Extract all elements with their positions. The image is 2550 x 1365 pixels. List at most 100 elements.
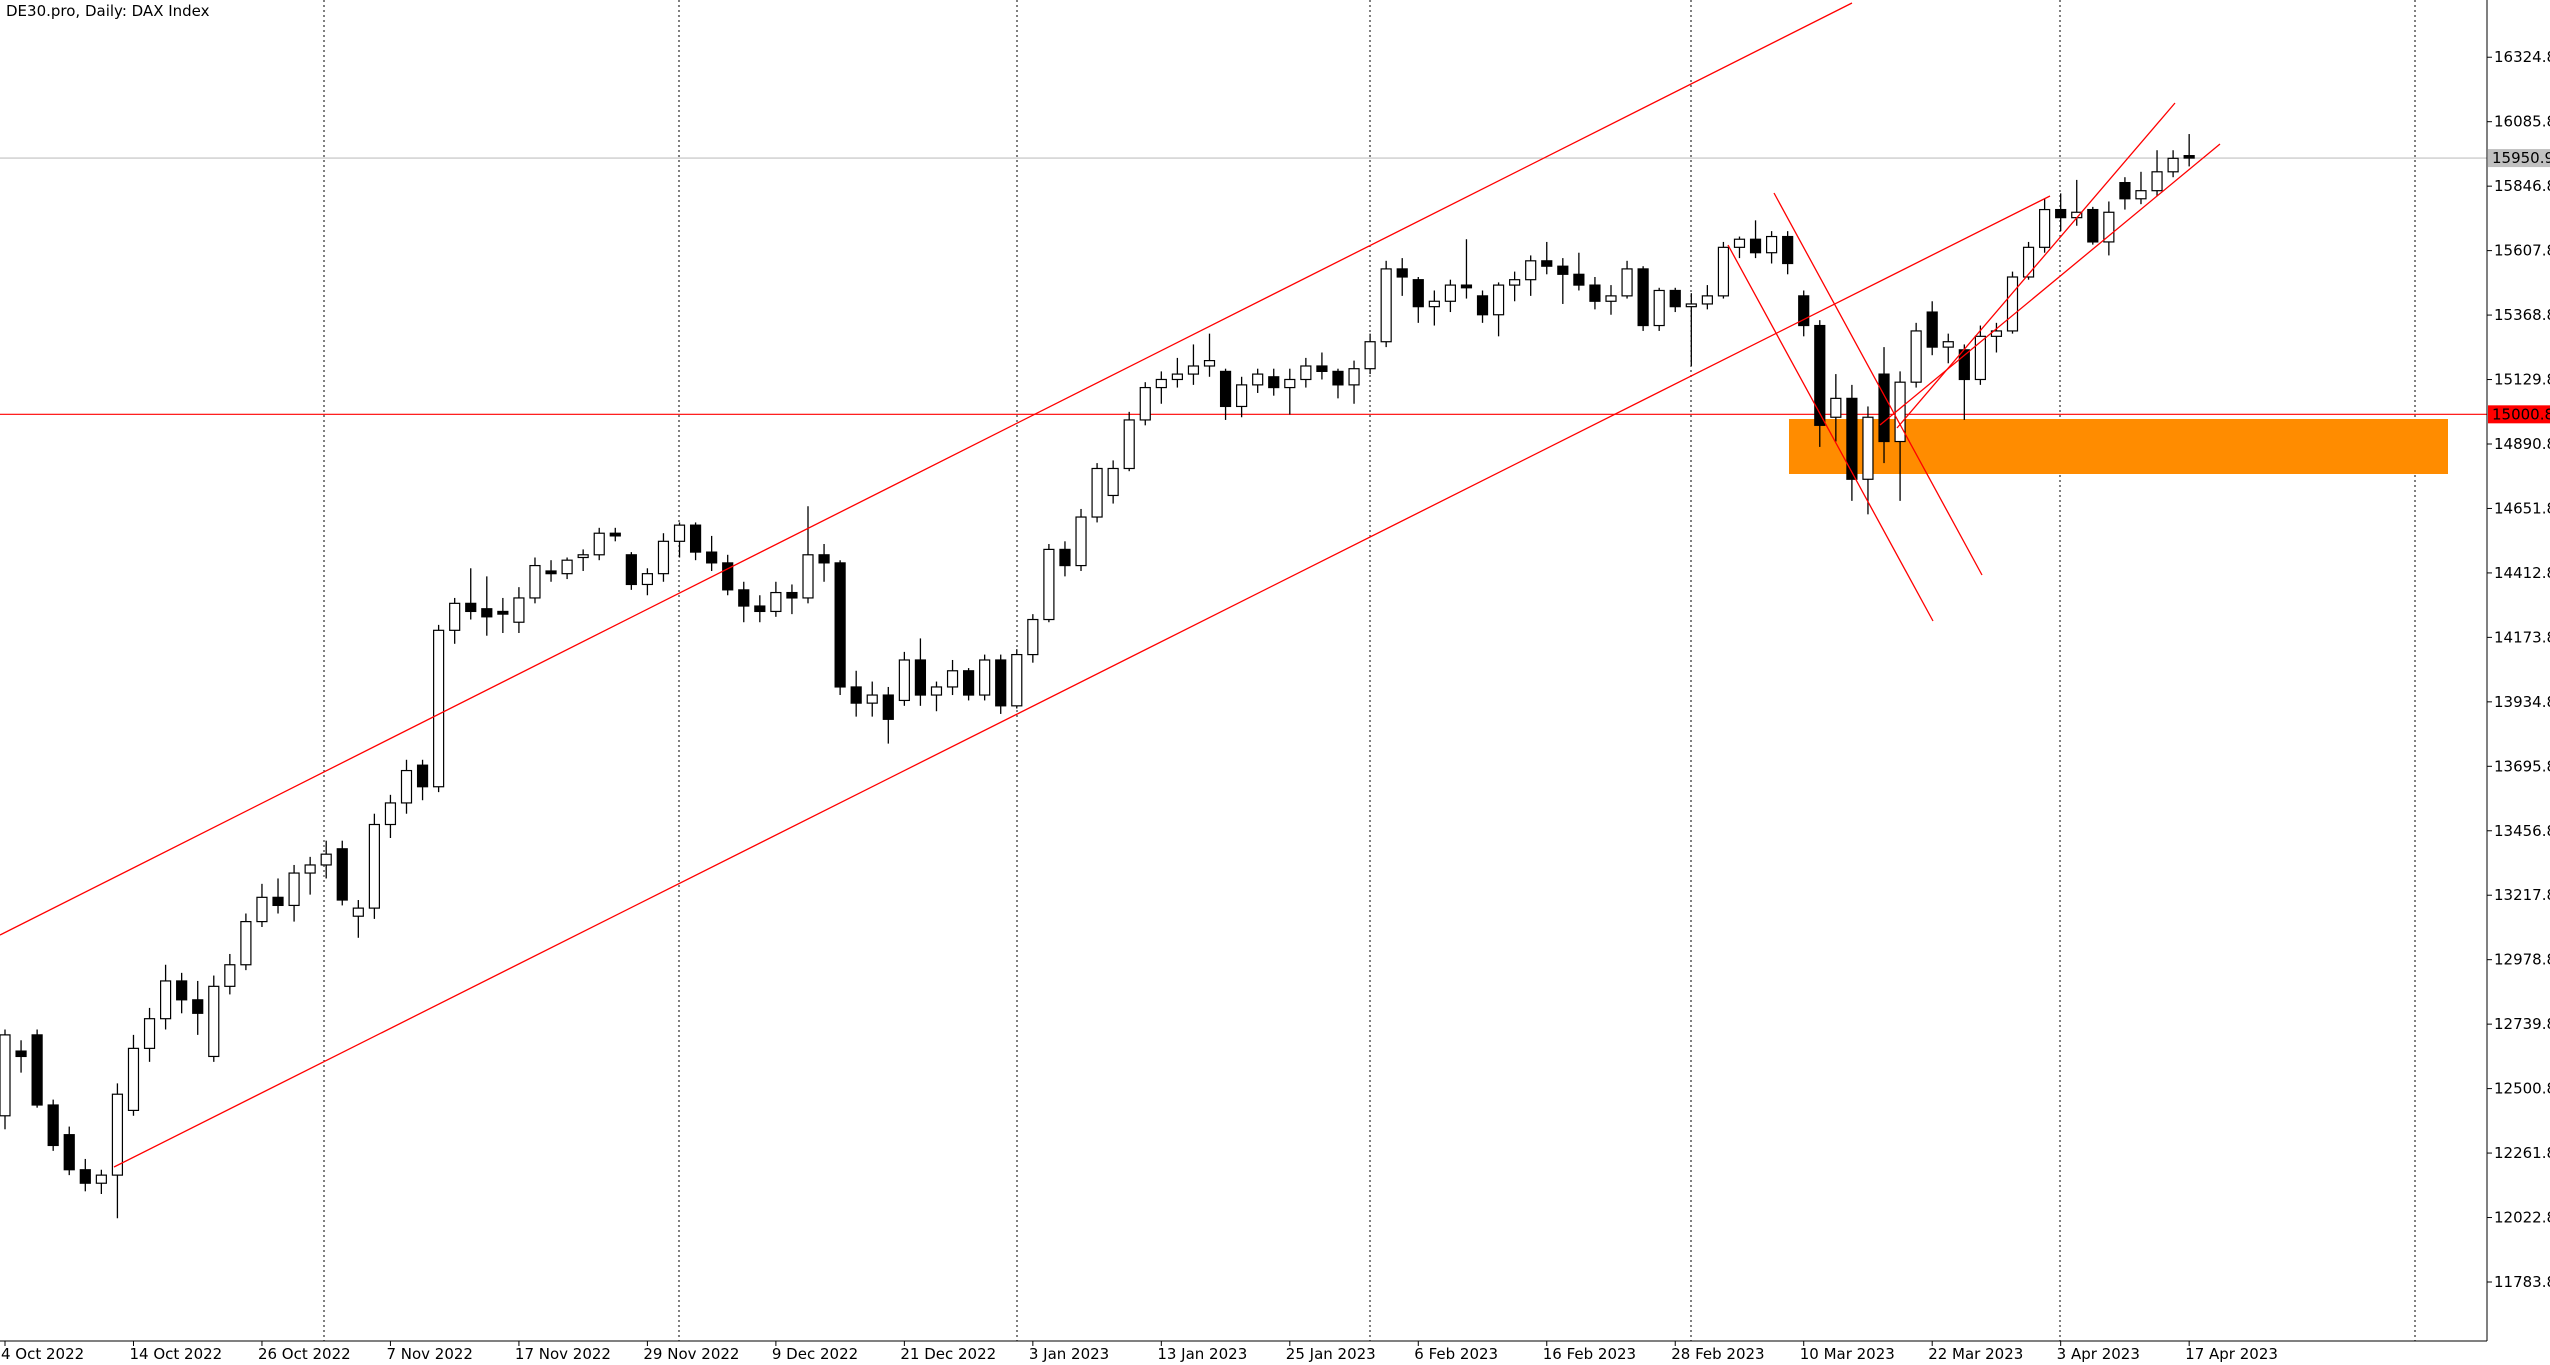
candle-body: [336, 848, 348, 901]
candle-body: [1203, 360, 1216, 367]
candle-body: [224, 964, 236, 987]
candle-body: [1717, 246, 1730, 297]
candle-body: [1236, 384, 1248, 408]
candle-body: [2183, 155, 2195, 159]
trendline: [0, 2, 1853, 936]
candle-body: [160, 980, 172, 1020]
candle-body: [625, 554, 637, 586]
candle-body: [1268, 376, 1280, 389]
price-label-bg: [2488, 149, 2550, 168]
candle-body: [2055, 208, 2067, 219]
candle-body: [0, 1034, 11, 1117]
candle-body: [1492, 284, 1505, 316]
candle-body: [320, 853, 332, 866]
candle-body: [1701, 295, 1713, 305]
candle-body: [31, 1034, 43, 1106]
candle-body: [1396, 268, 1408, 278]
candle-body: [1171, 373, 1183, 381]
candle-body: [1589, 284, 1601, 302]
candle-body: [1782, 235, 1794, 265]
x-tick-label: 3 Jan 2023: [1029, 1345, 1109, 1363]
candle-body: [1878, 373, 1890, 443]
candle-body: [111, 1093, 124, 1176]
candle-body: [256, 896, 268, 923]
x-tick-label: 28 Feb 2023: [1671, 1345, 1764, 1363]
candle-body: [1460, 284, 1473, 289]
candle-body: [1316, 365, 1328, 372]
candle-body: [2167, 157, 2179, 173]
x-tick-label: 25 Jan 2023: [1286, 1345, 1376, 1363]
candle-body: [802, 554, 814, 599]
x-tick-label: 17 Nov 2022: [515, 1345, 611, 1363]
candle-body: [1685, 303, 1697, 308]
candle-body: [2151, 171, 2163, 192]
candle-body: [1091, 467, 1103, 518]
candle-body: [834, 562, 846, 688]
x-tick-label: 4 Oct 2022: [1, 1345, 84, 1363]
x-tick-label: 10 Mar 2023: [1800, 1345, 1895, 1363]
y-tick-label: 12022.8: [2494, 1209, 2550, 1227]
candle-body: [1027, 618, 1039, 656]
candle-body: [1043, 548, 1055, 621]
candle-body: [176, 980, 188, 1001]
x-tick-label: 29 Nov 2022: [643, 1345, 739, 1363]
candle-body: [513, 597, 525, 623]
x-tick-label: 26 Oct 2022: [258, 1345, 351, 1363]
price-label: 15000.8: [2492, 405, 2550, 423]
y-tick-label: 13934.8: [2494, 693, 2550, 711]
candle-body: [754, 605, 766, 613]
candle-body: [1252, 373, 1264, 386]
candle-body: [882, 694, 894, 720]
candle-body: [1476, 295, 1489, 316]
candle-body: [770, 591, 782, 613]
y-tick-label: 13695.8: [2494, 757, 2550, 775]
candle-body: [1011, 653, 1023, 707]
candle-body: [706, 551, 718, 564]
trendline: [1879, 143, 2221, 426]
candle-body: [1814, 324, 1826, 426]
candle-body: [1509, 279, 1521, 286]
candle-body: [1669, 289, 1681, 308]
candle-body: [192, 999, 204, 1014]
candle-body: [1862, 416, 1874, 480]
candle-body: [2087, 208, 2099, 243]
candles: [0, 134, 2195, 1219]
candle-body: [1926, 311, 1938, 348]
candle-body: [1107, 467, 1119, 497]
x-tick-label: 7 Nov 2022: [386, 1345, 473, 1363]
candle-body: [1541, 260, 1553, 267]
candle-body: [1798, 295, 1810, 327]
trendline: [1773, 192, 1983, 576]
candle-body: [400, 769, 413, 804]
candle-body: [1364, 341, 1376, 370]
candle-body: [2119, 181, 2131, 200]
candle-body: [689, 524, 702, 553]
candle-body: [1380, 268, 1392, 343]
candle-body: [1557, 265, 1569, 275]
candle-body: [2103, 211, 2115, 243]
x-tick-label: 13 Jan 2023: [1157, 1345, 1247, 1363]
candle-body: [1637, 268, 1649, 327]
price-label-bg: [2488, 405, 2550, 424]
candle-body: [1219, 370, 1232, 408]
candle-body: [304, 864, 316, 874]
candle-body: [384, 802, 397, 826]
y-tick-label: 13456.8: [2494, 822, 2550, 840]
candle-body: [593, 532, 605, 556]
candle-body: [738, 589, 750, 607]
candle-body: [561, 559, 573, 575]
trendlines: [0, 2, 2221, 1168]
candle-body: [786, 591, 798, 599]
y-tick-label: 14412.8: [2494, 564, 2550, 582]
candle-body: [2135, 190, 2147, 200]
candle-body: [208, 985, 220, 1058]
candle-body: [1974, 335, 1986, 381]
y-tick-label: 14173.8: [2494, 628, 2550, 646]
candle-body: [609, 532, 621, 537]
candle-body: [95, 1174, 107, 1184]
y-tick-label: 12739.8: [2494, 1015, 2550, 1033]
candle-body: [1605, 295, 1617, 302]
x-tick-label: 3 Apr 2023: [2057, 1345, 2140, 1363]
candle-body: [1332, 370, 1344, 386]
